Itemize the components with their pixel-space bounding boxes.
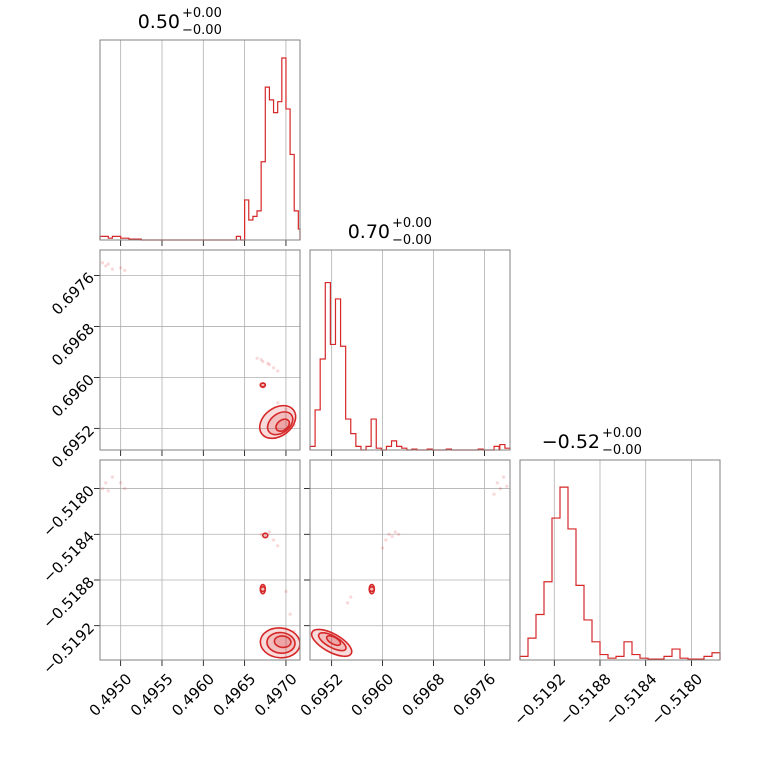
density-contour [273,635,292,649]
panel-content [310,475,509,658]
scatter-point [261,359,265,364]
histogram-panel-p2: −0.5192−0.5188−0.5184−0.5180−0.52 +0.00−0… [510,426,721,729]
x-tick-label: 0.4950 [86,670,136,720]
x-tick-label: 0.4970 [251,670,301,720]
density-contour [259,586,267,593]
scatter-point [110,267,114,271]
panel-title-value: 0.50 [138,11,180,33]
scatter-point [284,407,288,411]
scatter-point [110,475,114,479]
y-tick-label: 0.6968 [48,320,98,370]
scatter-point [492,492,496,496]
scatter-point [498,486,503,491]
scatter-point [100,486,105,491]
density-contour [368,586,376,593]
panel-title-plus: +0.00 [392,216,432,231]
panel-title-value: 0.70 [348,221,390,243]
y-tick-label: 0.6960 [48,371,98,421]
scatter-point [267,363,272,367]
x-tick-label: 0.4965 [210,670,260,720]
histogram-panel-p0: 0.50 +0.00 −0.00 [99,6,301,246]
scatter-point [393,530,397,534]
scatter-point [119,266,123,270]
panel-title-value: −0.52 [542,431,600,453]
scatter-point [502,475,506,479]
panel-content [100,261,297,440]
panel-background [100,40,300,240]
panel-title-minus: −0.00 [602,443,642,458]
scatter-point [104,481,108,485]
panel-background [100,250,300,450]
scatter-point [259,532,263,536]
scatter-point [387,532,391,536]
scatter-point [276,369,280,373]
panel-frame [99,249,301,451]
scatter-point [106,262,110,266]
scatter-point [390,534,394,539]
histogram-panel-p1: 0.70 +0.00 −0.00 [309,216,511,456]
scatter-point [123,486,127,491]
scatter-point [276,401,280,405]
x-tick-label: 0.6960 [348,670,398,720]
x-tick-label: 0.6968 [398,670,448,720]
histogram-series [99,57,301,241]
scatter-point [255,356,259,360]
scatter-point [271,538,276,542]
scatter-point [288,612,292,616]
density-contour [325,635,342,647]
scatter-point [349,595,353,599]
panel-background [310,250,510,450]
panels: 0.50 +0.00−0.000.70 +0.00−0.00−0.5192−0.51… [39,6,721,729]
x-tick-label: 0.6952 [297,670,347,720]
scatter-point [276,544,280,548]
scatter-point [495,481,499,485]
x-tick-label: 0.4955 [127,670,177,720]
x-tick-label: 0.4960 [168,670,218,720]
y-tick-label: 0.6976 [48,269,98,319]
panel-background [310,460,510,660]
histogram-series [519,486,721,660]
scatter-point [284,589,288,594]
scatter-point [267,530,272,534]
scatter-point [381,546,385,550]
panel-title-plus: +0.00 [602,426,642,441]
scatter-point [123,268,127,272]
histogram-series [309,281,511,451]
panel-background [100,460,300,660]
scatter-point [104,264,108,268]
scatter-point [259,357,263,362]
scatter-point [345,601,350,605]
panel-title-minus: −0.00 [392,233,432,248]
panel-frame [519,459,721,661]
scatter-point [505,484,509,488]
scatter-point [266,361,270,365]
density-contour [261,532,269,539]
scatter-point [384,538,388,542]
scatter-panel-p0-p2: 0.49500.49550.49600.49650.4970−0.5180−0.… [39,459,301,720]
scatter-panel-p1-p2: 0.6952 0.6960 0.6968 0.6976 [297,459,511,720]
panel-frame [99,39,301,241]
panel-background [520,460,720,660]
panel-frame [309,249,511,451]
scatter-point [119,481,123,485]
panel-title-minus: −0.00 [182,23,222,38]
scatter-point [396,532,401,536]
y-tick-label: 0.6952 [48,422,98,472]
scatter-point [106,489,110,493]
density-contour [275,418,291,433]
panel-frame [99,459,301,661]
density-contour [259,382,267,388]
scatter-point [100,261,105,265]
x-tick-label: 0.6976 [449,670,499,720]
panel-frame [309,459,511,661]
panel-title-plus: +0.00 [182,6,222,21]
scatter-point [271,366,276,370]
